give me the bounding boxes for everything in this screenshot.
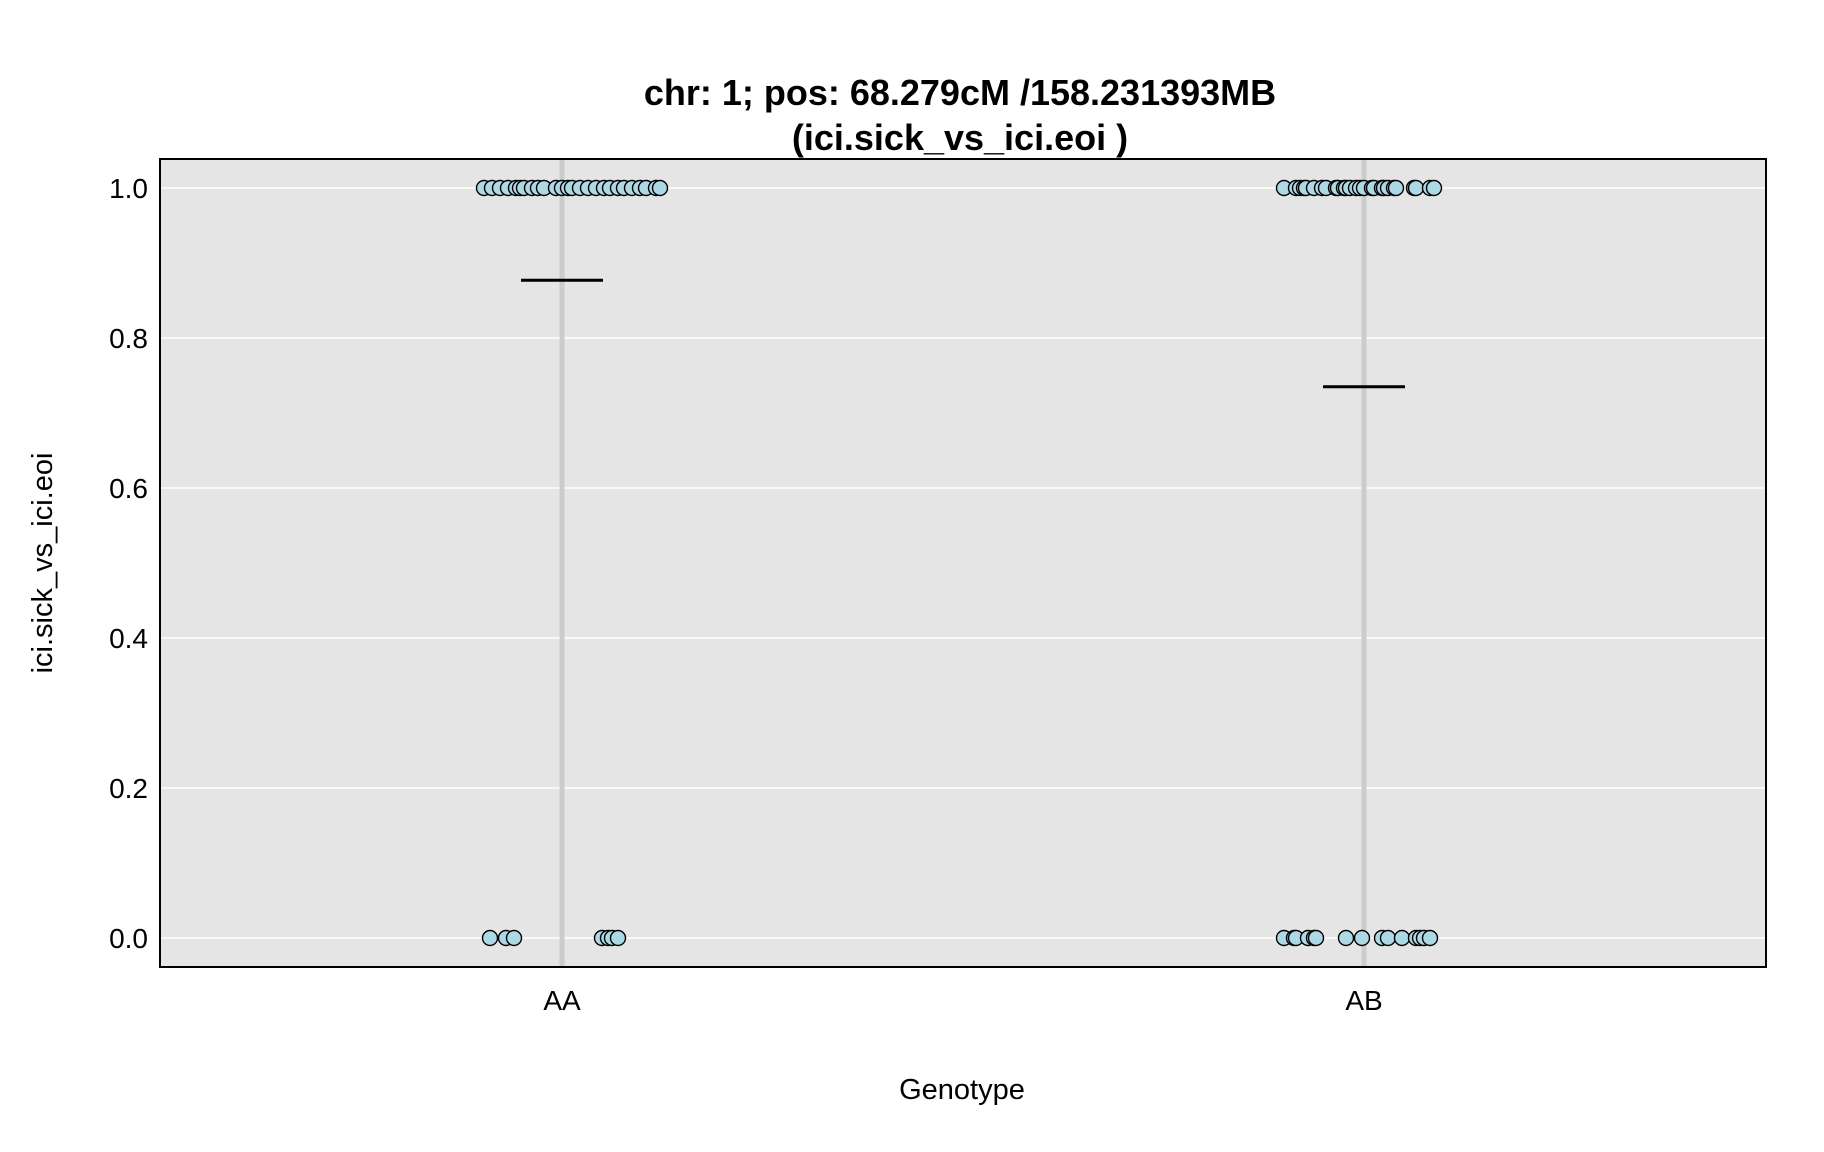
chart-title: chr: 1; pos: 68.279cM /158.231393MB [644,72,1276,113]
y-tick-label: 0.6 [109,473,148,504]
data-point [1337,929,1355,947]
data-points [475,179,1443,947]
y-tick-labels: 0.0 0.2 0.4 0.6 0.8 1.0 [109,173,148,954]
data-point [481,929,499,947]
y-tick-label: 0.4 [109,623,148,654]
mean-markers [521,278,1405,389]
x-axis-label: Genotype [899,1074,1025,1106]
category-lines [559,159,1367,967]
plot-border [159,158,1767,968]
data-point [1387,179,1405,197]
y-tick-label: 0.0 [109,923,148,954]
x-tick-label: AA [543,985,581,1016]
y-tick-label: 1.0 [109,173,148,204]
data-point [1353,929,1371,947]
plot-panel [160,159,1766,967]
data-point [1393,929,1411,947]
data-point [505,929,523,947]
x-tick-labels: AA AB [543,985,1382,1016]
data-point [1421,929,1439,947]
data-point [1307,929,1325,947]
data-point [1379,929,1397,947]
x-tick-label: AB [1345,985,1382,1016]
grid-lines [160,187,1766,939]
y-tick-label: 0.2 [109,773,148,804]
data-point [609,929,627,947]
data-point [1407,179,1425,197]
y-axis-label: ici.sick_vs_ici.eoi [27,453,59,674]
chart-subtitle: (ici.sick_vs_ici.eoi ) [792,117,1128,158]
y-tick-label: 0.8 [109,323,148,354]
data-point [1425,179,1443,197]
data-point [651,179,669,197]
